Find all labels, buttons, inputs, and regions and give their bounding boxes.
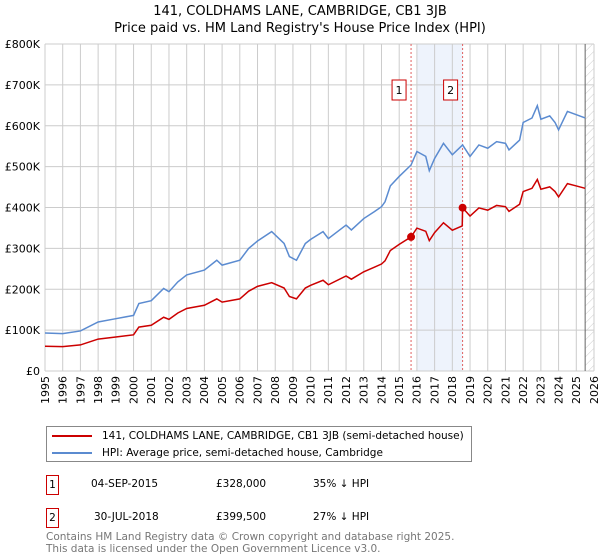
sale-annotation-box [391, 79, 407, 101]
y-tick-label: £700K [5, 79, 41, 92]
legend-swatch-red [52, 435, 92, 437]
x-tick-label: 1998 [92, 376, 105, 404]
sale-annotation-label: 1 [396, 84, 403, 97]
x-tick-label: 2016 [411, 376, 424, 404]
sale-point [458, 203, 467, 212]
x-tick-label: 2006 [234, 376, 247, 404]
y-tick-label: £0 [26, 365, 40, 378]
footer-copyright: Contains HM Land Registry data © Crown c… [46, 531, 455, 543]
x-tick-label: 2018 [446, 376, 459, 404]
transaction-date: 04-SEP-2015 [91, 478, 159, 490]
x-tick-label: 2013 [358, 376, 371, 404]
x-tick-label: 2008 [269, 376, 282, 404]
x-tick-label: 1999 [110, 376, 123, 404]
x-tick-label: 2001 [145, 376, 158, 404]
y-tick-label: £100K [5, 324, 41, 337]
transaction-number: 1 [46, 475, 59, 495]
x-tick-label: 1997 [74, 376, 87, 404]
chart-subtitle: Price paid vs. HM Land Registry's House … [114, 21, 486, 36]
transaction-number: 2 [46, 508, 59, 528]
x-tick-label: 2015 [393, 376, 406, 404]
transaction-price: £399,500 [216, 511, 267, 523]
y-tick-label: £500K [5, 161, 41, 174]
x-tick-label: 2017 [428, 376, 441, 404]
sale-annotation-label: 2 [447, 84, 454, 97]
x-tick-label: 2002 [163, 376, 176, 404]
series-line-property [44, 177, 586, 348]
footer-licence: This data is licensed under the Open Gov… [46, 543, 381, 555]
sale-annotation-box [443, 79, 459, 101]
transaction-hpi: 27% ↓ HPI [313, 511, 370, 523]
x-tick-label: 1995 [39, 376, 52, 404]
legend-label: HPI: Average price, semi-detached house,… [102, 447, 383, 459]
legend: 141, COLDHAMS LANE, CAMBRIDGE, CB1 3JB (… [46, 426, 472, 462]
x-tick-label: 2025 [570, 376, 583, 404]
y-tick-label: £800K [5, 38, 41, 51]
y-tick-label: £200K [5, 283, 41, 296]
chart-title: 141, COLDHAMS LANE, CAMBRIDGE, CB1 3JB [153, 4, 447, 19]
series-line-hpi [44, 103, 586, 335]
x-tick-label: 2009 [287, 376, 300, 404]
x-tick-label: 2010 [304, 376, 317, 404]
legend-item-property: 141, COLDHAMS LANE, CAMBRIDGE, CB1 3JB (… [52, 429, 464, 443]
x-tick-label: 2005 [216, 376, 229, 404]
x-tick-label: 2012 [340, 376, 353, 404]
legend-label: 141, COLDHAMS LANE, CAMBRIDGE, CB1 3JB (… [102, 430, 464, 442]
x-tick-label: 1996 [57, 376, 70, 404]
transaction-hpi: 35% ↓ HPI [313, 478, 370, 490]
transaction-date: 30-JUL-2018 [94, 511, 159, 523]
legend-swatch-blue [52, 452, 92, 454]
y-tick-label: £600K [5, 120, 41, 133]
footer: Contains HM Land Registry data © Crown c… [46, 531, 454, 555]
x-tick-label: 2014 [375, 376, 388, 404]
legend-item-hpi: HPI: Average price, semi-detached house,… [52, 446, 383, 460]
x-tick-label: 2004 [198, 376, 211, 404]
x-tick-label: 2020 [482, 376, 495, 404]
price-chart: 1995 1996 1997 1998 1999 2000 2001 2002 2003 2004… [5, 38, 600, 404]
x-tick-label: 2021 [499, 376, 512, 404]
sale-point [407, 232, 416, 241]
x-tick-label: 2026 [588, 376, 600, 404]
x-tick-label: 2000 [127, 376, 140, 404]
x-tick-label: 2023 [535, 376, 548, 404]
transaction-price: £328,000 [216, 478, 267, 490]
x-tick-label: 2011 [322, 376, 335, 404]
x-tick-label: 2024 [552, 376, 565, 404]
x-tick-label: 2022 [517, 376, 530, 404]
x-tick-label: 2019 [464, 376, 477, 404]
x-tick-label: 2007 [251, 376, 264, 404]
x-tick-label: 2003 [181, 376, 194, 404]
y-tick-label: £300K [5, 242, 41, 255]
y-tick-label: £400K [5, 202, 41, 215]
